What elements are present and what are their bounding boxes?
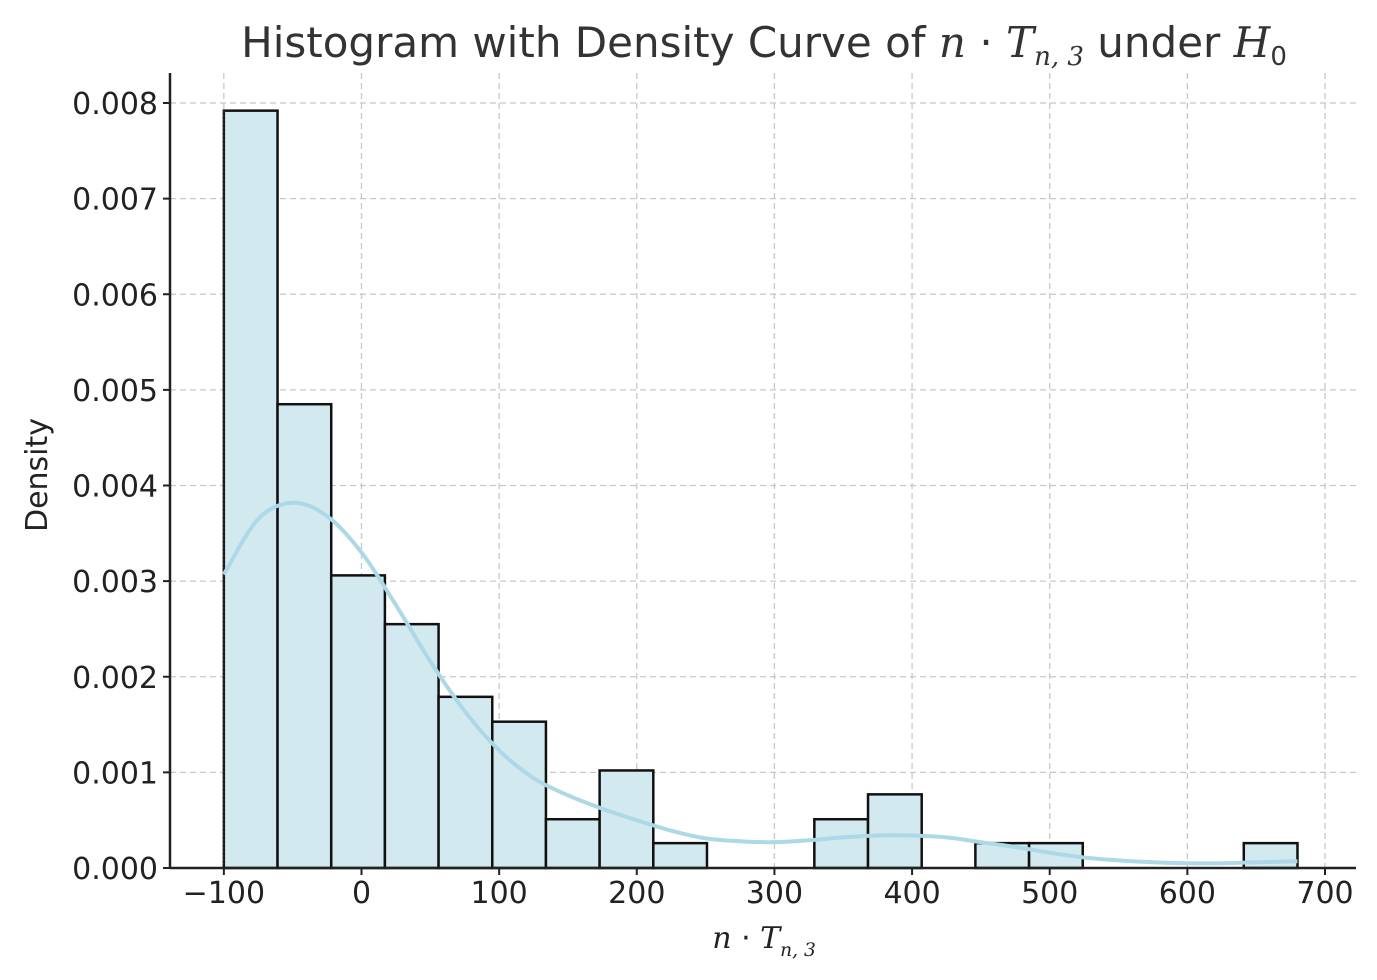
x-tick-label: 0 <box>352 876 371 911</box>
y-tick-label: 0.003 <box>72 565 158 600</box>
x-tick-label: 300 <box>746 876 803 911</box>
title-sub-h: 0 <box>1270 42 1287 72</box>
x-tick-label: 400 <box>883 876 940 911</box>
histogram-bar <box>276 402 333 870</box>
y-tick-labels: 0.000 0.001 0.002 0.003 0.004 0.005 0.006 0.007… <box>72 87 170 887</box>
x-tick-labels: −100 0 100 200 300 400 500 600 700 <box>183 868 1354 911</box>
y-tick-label: 0.005 <box>72 374 158 409</box>
title-prefix: Histogram with Density Curve of <box>241 18 939 67</box>
y-tick-label: 0.007 <box>72 183 158 218</box>
histogram-bar <box>222 109 279 870</box>
x-axis-label: n · Tn, 3 <box>712 921 816 961</box>
histogram-bar <box>866 793 923 870</box>
density-curve <box>222 500 1298 866</box>
y-axis-label: Density <box>20 418 55 532</box>
y-tick-label: 0.004 <box>72 470 158 505</box>
histogram-bar <box>329 574 387 870</box>
histogram-bars <box>222 109 1299 870</box>
histogram-bar <box>544 817 601 870</box>
x-tick-label: 600 <box>1159 876 1216 911</box>
y-tick-label: 0.002 <box>72 661 158 696</box>
histogram-bar <box>437 695 494 870</box>
y-tick-label: 0.006 <box>72 278 158 313</box>
x-tick-label: 200 <box>608 876 665 911</box>
x-tick-label: −100 <box>183 876 265 911</box>
x-tick-label: 100 <box>471 876 528 911</box>
y-tick-label: 0.001 <box>72 756 158 791</box>
histogram-bar <box>652 841 709 870</box>
xlabel-cdot: · <box>732 921 761 956</box>
title-var-t: T <box>1006 18 1037 67</box>
histogram-bar <box>491 720 548 870</box>
title-var-n: n <box>939 18 966 67</box>
title-sub-t: n, 3 <box>1034 42 1084 72</box>
title-mid: under <box>1084 18 1234 67</box>
y-tick-label: 0.000 <box>72 852 158 887</box>
x-tick-label: 500 <box>1021 876 1078 911</box>
histogram-bar <box>598 769 655 870</box>
xlabel-var-n: n <box>712 921 731 956</box>
xlabel-var-t: T <box>760 921 782 956</box>
x-tick-label: 700 <box>1296 876 1353 911</box>
title-cdot: · <box>966 18 1006 67</box>
xlabel-sub-t: n, 3 <box>780 940 816 961</box>
histogram-bar <box>813 817 870 870</box>
chart-title: Histogram with Density Curve of n · Tn, … <box>241 18 1287 72</box>
axes <box>168 73 1356 870</box>
y-tick-label: 0.008 <box>72 87 158 122</box>
title-var-h: H <box>1233 18 1272 67</box>
